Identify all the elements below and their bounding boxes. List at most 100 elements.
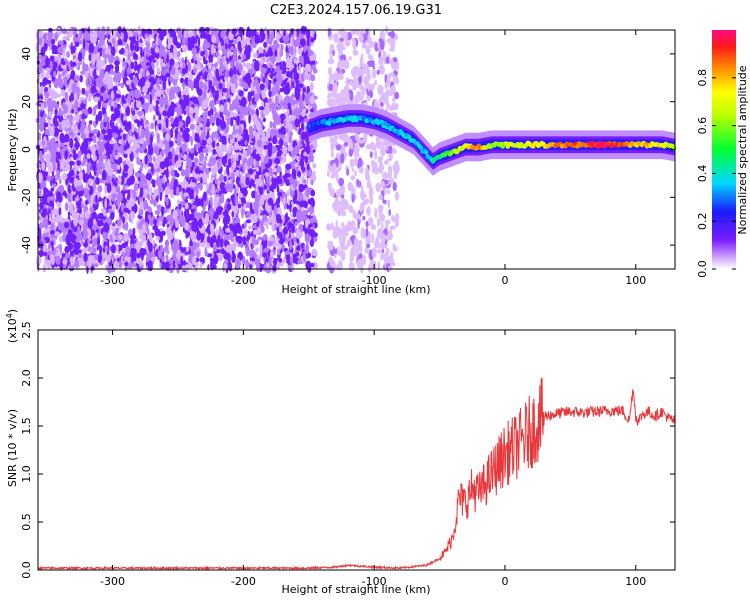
noise-blob [193, 192, 197, 199]
noise-blob [131, 82, 134, 89]
noise-blob [52, 183, 57, 188]
noise-blob [282, 226, 289, 235]
noise-blob [224, 235, 230, 241]
noise-blob [224, 240, 227, 247]
noise-blob [259, 186, 264, 196]
noise-blob [88, 245, 92, 253]
noise-blob [122, 99, 127, 104]
noise-blob [211, 35, 217, 44]
noise-blob [73, 35, 76, 44]
noise-blob [261, 145, 264, 150]
noise-blob [122, 120, 127, 127]
noise-blob [193, 173, 199, 179]
noise-blob [231, 210, 234, 218]
noise-blob [196, 34, 199, 40]
noise-blob [272, 196, 276, 205]
noise-blob [236, 106, 241, 113]
noise-blob [235, 258, 241, 269]
noise-blob [196, 241, 200, 249]
noise-blob [61, 121, 66, 130]
noise-blob [276, 207, 282, 216]
noise-blob [44, 57, 51, 68]
noise-blob [212, 148, 217, 155]
noise-blob [257, 236, 263, 241]
noise-blob [165, 254, 169, 259]
noise-blob [101, 209, 106, 214]
noise-blob [44, 86, 48, 93]
noise-blob [189, 123, 195, 131]
noise-blob [109, 119, 113, 129]
noise-blob [287, 97, 293, 104]
noise-blob [287, 198, 290, 206]
noise-blob [125, 47, 129, 57]
noise-blob [232, 49, 237, 58]
noise-blob [253, 80, 256, 88]
noise-blob [228, 144, 232, 154]
noise-blob [118, 176, 122, 183]
noise-blob [225, 227, 231, 233]
noise-blob [299, 139, 302, 149]
noise-blob [115, 63, 120, 74]
noise-blob [97, 219, 103, 227]
noise-blob [151, 42, 155, 49]
noise-blob [203, 71, 208, 80]
noise-blob [261, 174, 265, 181]
noise-blob [197, 95, 201, 102]
noise-blob [206, 242, 210, 249]
noise-blob [260, 136, 265, 142]
noise-blob [296, 37, 300, 47]
noise-blob [62, 40, 67, 45]
noise-blob [244, 73, 251, 84]
noise-blob [100, 120, 104, 130]
noise-blob [297, 259, 302, 265]
noise-blob [252, 229, 259, 235]
noise-blob [95, 194, 98, 204]
noise-blob [147, 214, 152, 221]
noise-blob [293, 72, 300, 81]
noise-blob [306, 163, 310, 171]
noise-blob [273, 205, 278, 216]
noise-blob [79, 74, 83, 83]
noise-blob [107, 64, 114, 70]
noise-blob [67, 84, 72, 94]
noise-blob [197, 36, 201, 47]
noise-blob [245, 202, 250, 209]
noise-blob [38, 249, 44, 258]
noise-blob [97, 110, 103, 122]
noise-blob [272, 264, 277, 272]
noise-blob [87, 106, 93, 115]
noise-blob [311, 198, 315, 208]
noise-blob [74, 41, 80, 47]
noise-blob [277, 249, 281, 255]
noise-blob [181, 68, 186, 75]
noise-blob [107, 208, 113, 214]
noise-blob [170, 117, 174, 124]
noise-blob [272, 121, 277, 130]
noise-blob [224, 43, 228, 48]
noise-blob [153, 218, 158, 226]
noise-blob [171, 147, 175, 157]
noise-blob [142, 223, 147, 234]
noise-blob [75, 185, 82, 192]
noise-blob [148, 173, 152, 181]
noise-blob [267, 251, 271, 256]
noise-blob [196, 83, 200, 94]
noise-blob [301, 108, 306, 117]
noise-blob [120, 47, 125, 55]
noise-blob [110, 113, 117, 122]
noise-blob [112, 36, 116, 46]
noise-blob [299, 96, 303, 104]
noise-blob [260, 160, 264, 171]
noise-blob [203, 160, 207, 170]
noise-blob [242, 105, 249, 116]
noise-blob [183, 109, 187, 115]
noise-blob [167, 43, 171, 50]
noise-blob [176, 42, 182, 49]
noise-blob [124, 70, 128, 80]
noise-blob [287, 222, 292, 229]
noise-blob [263, 41, 267, 48]
noise-blob [209, 114, 214, 124]
noise-blob [139, 191, 143, 198]
noise-blob [149, 94, 153, 105]
